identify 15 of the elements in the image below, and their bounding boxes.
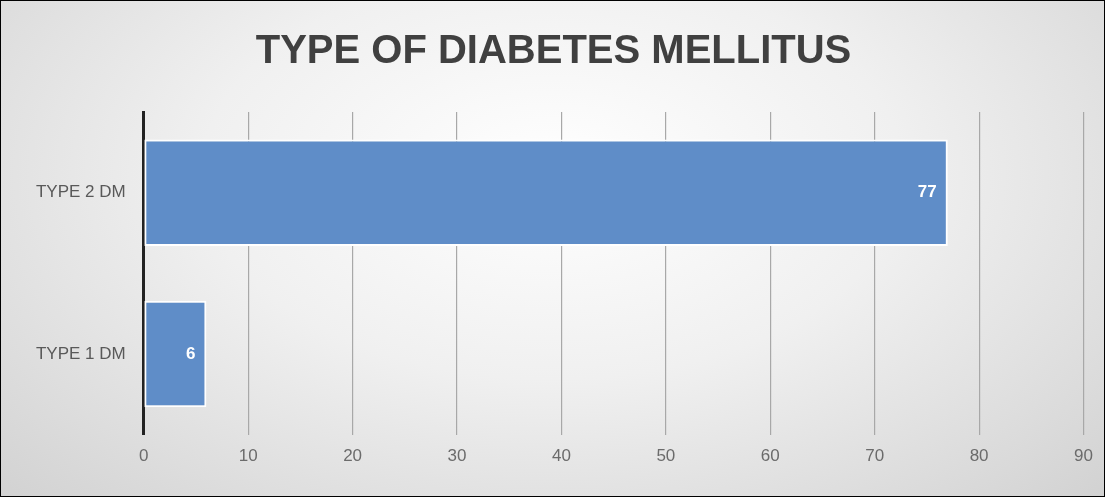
- x-tick-label: 30: [447, 446, 467, 466]
- chart-title: TYPE OF DIABETES MELLITUS: [255, 27, 852, 72]
- x-tick-label: 10: [238, 446, 258, 466]
- x-tick-label: 90: [1074, 446, 1094, 466]
- x-tick-label: 40: [551, 446, 571, 466]
- y-tick-label: TYPE 2 DM: [35, 182, 126, 202]
- data-label: 77: [917, 182, 937, 202]
- x-tick-label: 20: [343, 446, 363, 466]
- x-tick-label: 80: [969, 446, 989, 466]
- x-tick-label: 70: [865, 446, 885, 466]
- x-tick-label: 50: [656, 446, 676, 466]
- data-label: 6: [185, 343, 196, 363]
- y-tick-label: TYPE 1 DM: [35, 343, 126, 363]
- x-tick-label: 60: [760, 446, 780, 466]
- x-tick-label: 0: [139, 446, 149, 466]
